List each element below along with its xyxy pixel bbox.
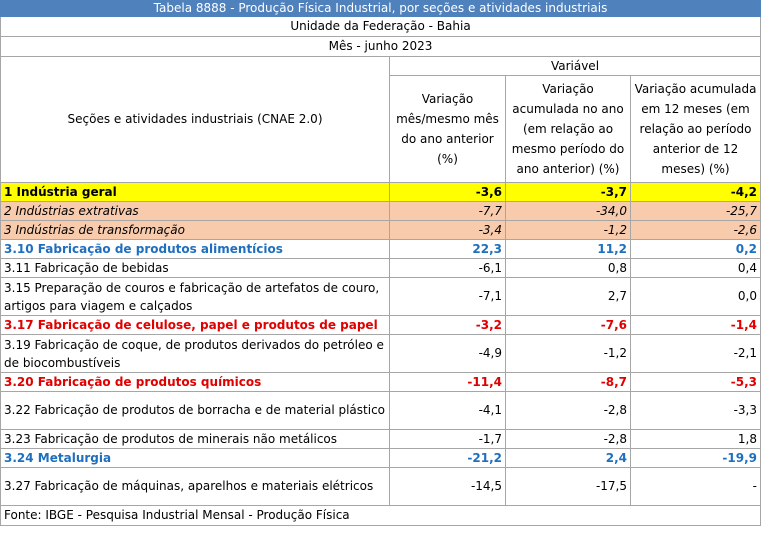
- row-label[interactable]: 3.27 Fabricação de máquinas, aparelhos e…: [0, 467, 390, 506]
- table-row: 3.15 Preparação de couros e fabricação d…: [0, 277, 761, 316]
- column-header-month[interactable]: Variação mês/mesmo mês do ano anterior (…: [389, 75, 506, 183]
- cell-value[interactable]: 0,2: [630, 239, 761, 259]
- cell-value[interactable]: 11,2: [505, 239, 631, 259]
- row-label[interactable]: 2 Indústrias extrativas: [0, 201, 390, 221]
- cell-value[interactable]: -3,6: [389, 182, 506, 202]
- table-row: 1 Indústria geral -3,6 -3,7 -4,2: [0, 182, 761, 202]
- table-row: 3.11 Fabricação de bebidas -6,1 0,8 0,4: [0, 258, 761, 278]
- table-row: 3.24 Metalurgia -21,2 2,4 -19,9: [0, 448, 761, 468]
- source-footer[interactable]: Fonte: IBGE - Pesquisa Industrial Mensal…: [0, 505, 761, 526]
- cell-value[interactable]: -14,5: [389, 467, 506, 506]
- cell-value[interactable]: -1,2: [505, 334, 631, 373]
- table-row: 3 Indústrias de transformação -3,4 -1,2 …: [0, 220, 761, 240]
- table-row: 3.22 Fabricação de produtos de borracha …: [0, 391, 761, 430]
- cell-value[interactable]: -2,1: [630, 334, 761, 373]
- table-row: 3.10 Fabricação de produtos alimentícios…: [0, 239, 761, 259]
- cell-value[interactable]: -1,7: [389, 429, 506, 449]
- row-label[interactable]: 3.20 Fabricação de produtos químicos: [0, 372, 390, 392]
- cell-value[interactable]: -1,2: [505, 220, 631, 240]
- spreadsheet: Tabela 8888 - Produção Física Industrial…: [0, 0, 761, 526]
- cell-value[interactable]: 0,8: [505, 258, 631, 278]
- cell-value[interactable]: -34,0: [505, 201, 631, 221]
- cell-value[interactable]: -1,4: [630, 315, 761, 335]
- cell-value[interactable]: 1,8: [630, 429, 761, 449]
- table-row: 3.20 Fabricação de produtos químicos -11…: [0, 372, 761, 392]
- table-title[interactable]: Tabela 8888 - Produção Física Industrial…: [0, 0, 761, 17]
- table-row: 3.19 Fabricação de coque, de produtos de…: [0, 334, 761, 373]
- row-label[interactable]: 3.22 Fabricação de produtos de borracha …: [0, 391, 390, 430]
- cell-value[interactable]: -3,2: [389, 315, 506, 335]
- row-label[interactable]: 3.23 Fabricação de produtos de minerais …: [0, 429, 390, 449]
- table-row: 3.27 Fabricação de máquinas, aparelhos e…: [0, 467, 761, 506]
- cell-value[interactable]: -6,1: [389, 258, 506, 278]
- cell-value[interactable]: -2,6: [630, 220, 761, 240]
- cell-value[interactable]: -19,9: [630, 448, 761, 468]
- table-row: 3.17 Fabricação de celulose, papel e pro…: [0, 315, 761, 335]
- row-label[interactable]: 3.24 Metalurgia: [0, 448, 390, 468]
- cell-value[interactable]: -3,7: [505, 182, 631, 202]
- row-label[interactable]: 3 Indústrias de transformação: [0, 220, 390, 240]
- table-row: 2 Indústrias extrativas -7,7 -34,0 -25,7: [0, 201, 761, 221]
- cell-value[interactable]: -17,5: [505, 467, 631, 506]
- row-label[interactable]: 3.11 Fabricação de bebidas: [0, 258, 390, 278]
- cell-value[interactable]: -25,7: [630, 201, 761, 221]
- cell-value[interactable]: 2,7: [505, 277, 631, 316]
- cell-value[interactable]: -: [630, 467, 761, 506]
- row-label[interactable]: 3.10 Fabricação de produtos alimentícios: [0, 239, 390, 259]
- cell-value[interactable]: -11,4: [389, 372, 506, 392]
- cell-value[interactable]: -3,3: [630, 391, 761, 430]
- cell-value[interactable]: -3,4: [389, 220, 506, 240]
- cell-value[interactable]: -7,7: [389, 201, 506, 221]
- cell-value[interactable]: 0,4: [630, 258, 761, 278]
- cell-value[interactable]: -21,2: [389, 448, 506, 468]
- column-header-12months[interactable]: Variação acumulada em 12 meses (em relaç…: [630, 75, 761, 183]
- cell-value[interactable]: -4,9: [389, 334, 506, 373]
- cell-value[interactable]: 22,3: [389, 239, 506, 259]
- cell-value[interactable]: -2,8: [505, 391, 631, 430]
- period-row[interactable]: Mês - junho 2023: [0, 36, 761, 57]
- cell-value[interactable]: -7,1: [389, 277, 506, 316]
- cell-value[interactable]: -7,6: [505, 315, 631, 335]
- cell-value[interactable]: 0,0: [630, 277, 761, 316]
- row-header[interactable]: Seções e atividades industriais (CNAE 2.…: [0, 56, 390, 183]
- row-label[interactable]: 3.15 Preparação de couros e fabricação d…: [0, 277, 390, 316]
- row-label[interactable]: 3.19 Fabricação de coque, de produtos de…: [0, 334, 390, 373]
- cell-value[interactable]: -8,7: [505, 372, 631, 392]
- variable-header[interactable]: Variável: [389, 56, 761, 76]
- column-header-year[interactable]: Variação acumulada no ano (em relação ao…: [505, 75, 631, 183]
- data-table: Tabela 8888 - Produção Física Industrial…: [0, 0, 761, 526]
- row-label[interactable]: 1 Indústria geral: [0, 182, 390, 202]
- row-label[interactable]: 3.17 Fabricação de celulose, papel e pro…: [0, 315, 390, 335]
- cell-value[interactable]: -5,3: [630, 372, 761, 392]
- cell-value[interactable]: -4,1: [389, 391, 506, 430]
- cell-value[interactable]: -4,2: [630, 182, 761, 202]
- cell-value[interactable]: -2,8: [505, 429, 631, 449]
- territory-row[interactable]: Unidade da Federação - Bahia: [0, 16, 761, 37]
- table-row: 3.23 Fabricação de produtos de minerais …: [0, 429, 761, 449]
- cell-value[interactable]: 2,4: [505, 448, 631, 468]
